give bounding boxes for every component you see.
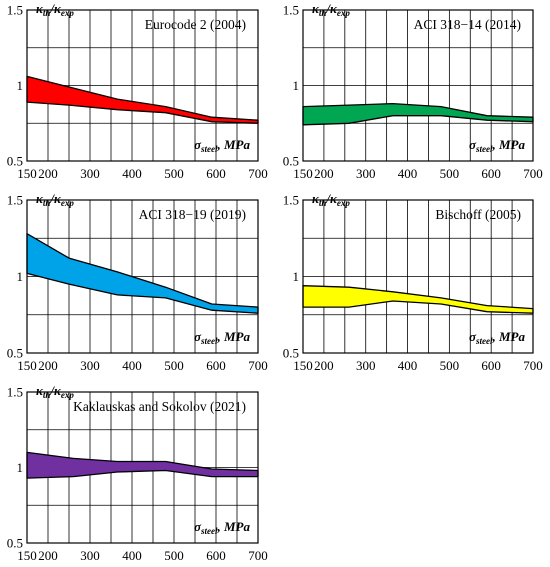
x-tick-label: 300 xyxy=(80,166,100,181)
x-tick-label: 500 xyxy=(440,358,460,373)
x-tick-label: 400 xyxy=(122,358,142,373)
x-axis-label: σsteel, MPa xyxy=(194,519,251,536)
x-tick-label: 500 xyxy=(164,548,184,563)
y-axis-label: κth/κexp xyxy=(36,191,74,208)
chart-panel: 150 200 300 400 500 600 700 0.5 1 1.5 ACI 318−14 (… xyxy=(283,1,543,181)
x-tick-label: 400 xyxy=(398,358,418,373)
x-tick-label: 200 xyxy=(38,548,58,563)
y-tick-label: 0.5 xyxy=(283,346,299,361)
chart-panel: 150 200 300 400 500 600 700 0.5 1 1.5 Eurocode 2 (… xyxy=(7,1,268,181)
x-tick-label: 150 xyxy=(293,166,313,181)
plot-frame xyxy=(26,391,259,544)
y-tick-label: 0.5 xyxy=(7,154,23,169)
x-tick-label: 500 xyxy=(164,166,184,181)
x-tick-label: 700 xyxy=(248,166,268,181)
x-tick-label: 500 xyxy=(440,166,460,181)
x-axis-label: σsteel, MPa xyxy=(469,137,526,154)
x-tick-label: 600 xyxy=(481,166,501,181)
y-axis-label: κth/κexp xyxy=(312,191,350,208)
y-tick-label: 1.5 xyxy=(7,193,23,208)
x-tick-label: 200 xyxy=(314,166,334,181)
y-tick-label: 1.5 xyxy=(7,385,23,400)
x-tick-label: 700 xyxy=(523,358,543,373)
x-tick-label: 700 xyxy=(248,548,268,563)
x-tick-label: 200 xyxy=(314,358,334,373)
x-tick-label: 600 xyxy=(206,548,226,563)
panel-title: ACI 318−14 (2014) xyxy=(414,17,521,32)
x-tick-label: 400 xyxy=(122,548,142,563)
x-tick-label: 150 xyxy=(17,358,37,373)
y-tick-label: 1 xyxy=(293,269,300,284)
x-tick-label: 150 xyxy=(17,166,37,181)
y-axis-label: κth/κexp xyxy=(312,1,350,18)
chart-panel: 150 200 300 400 500 600 700 0.5 1 1.5 Kaklauskas a… xyxy=(7,383,268,563)
x-tick-label: 150 xyxy=(17,548,37,563)
y-tick-label: 1.5 xyxy=(283,193,299,208)
y-tick-label: 1 xyxy=(17,78,24,93)
plot-frame xyxy=(302,199,534,354)
y-tick-label: 0.5 xyxy=(283,154,299,169)
x-tick-label: 300 xyxy=(356,166,376,181)
y-tick-label: 1 xyxy=(293,78,300,93)
x-tick-label: 600 xyxy=(206,166,226,181)
y-tick-label: 1.5 xyxy=(283,3,299,18)
panel-title: Kaklauskas and Sokolov (2021) xyxy=(73,399,246,414)
y-tick-label: 1.5 xyxy=(7,3,23,18)
y-axis-label: κth/κexp xyxy=(36,1,74,18)
panel-title: ACI 318−19 (2019) xyxy=(139,207,246,222)
y-tick-label: 0.5 xyxy=(7,536,23,551)
x-tick-label: 600 xyxy=(206,358,226,373)
panel-title: Eurocode 2 (2004) xyxy=(145,17,246,32)
x-tick-label: 700 xyxy=(248,358,268,373)
x-tick-label: 200 xyxy=(38,358,58,373)
x-axis-label: σsteel, MPa xyxy=(194,137,251,154)
y-tick-label: 1 xyxy=(17,460,24,475)
y-axis-label: κth/κexp xyxy=(36,383,74,400)
x-tick-label: 300 xyxy=(80,358,100,373)
chart-panel: 150 200 300 400 500 600 700 0.5 1 1.5 ACI 318−19 (… xyxy=(7,191,268,373)
x-tick-label: 150 xyxy=(293,358,313,373)
chart-panel: 150 200 300 400 500 600 700 0.5 1 1.5 Bischoff (20… xyxy=(283,191,543,373)
y-tick-label: 0.5 xyxy=(7,346,23,361)
panel-title: Bischoff (2005) xyxy=(435,207,521,222)
x-tick-label: 400 xyxy=(122,166,142,181)
x-tick-label: 500 xyxy=(164,358,184,373)
y-tick-label: 1 xyxy=(17,269,24,284)
x-tick-label: 200 xyxy=(38,166,58,181)
plot-frame xyxy=(26,9,259,162)
x-tick-label: 600 xyxy=(481,358,501,373)
x-axis-label: σsteel, MPa xyxy=(194,329,251,346)
x-axis-label: σsteel, MPa xyxy=(469,329,526,346)
plot-frame xyxy=(26,199,259,354)
x-tick-label: 300 xyxy=(356,358,376,373)
x-tick-label: 300 xyxy=(80,548,100,563)
x-tick-label: 700 xyxy=(523,166,543,181)
x-tick-label: 400 xyxy=(398,166,418,181)
plot-frame xyxy=(302,9,534,162)
